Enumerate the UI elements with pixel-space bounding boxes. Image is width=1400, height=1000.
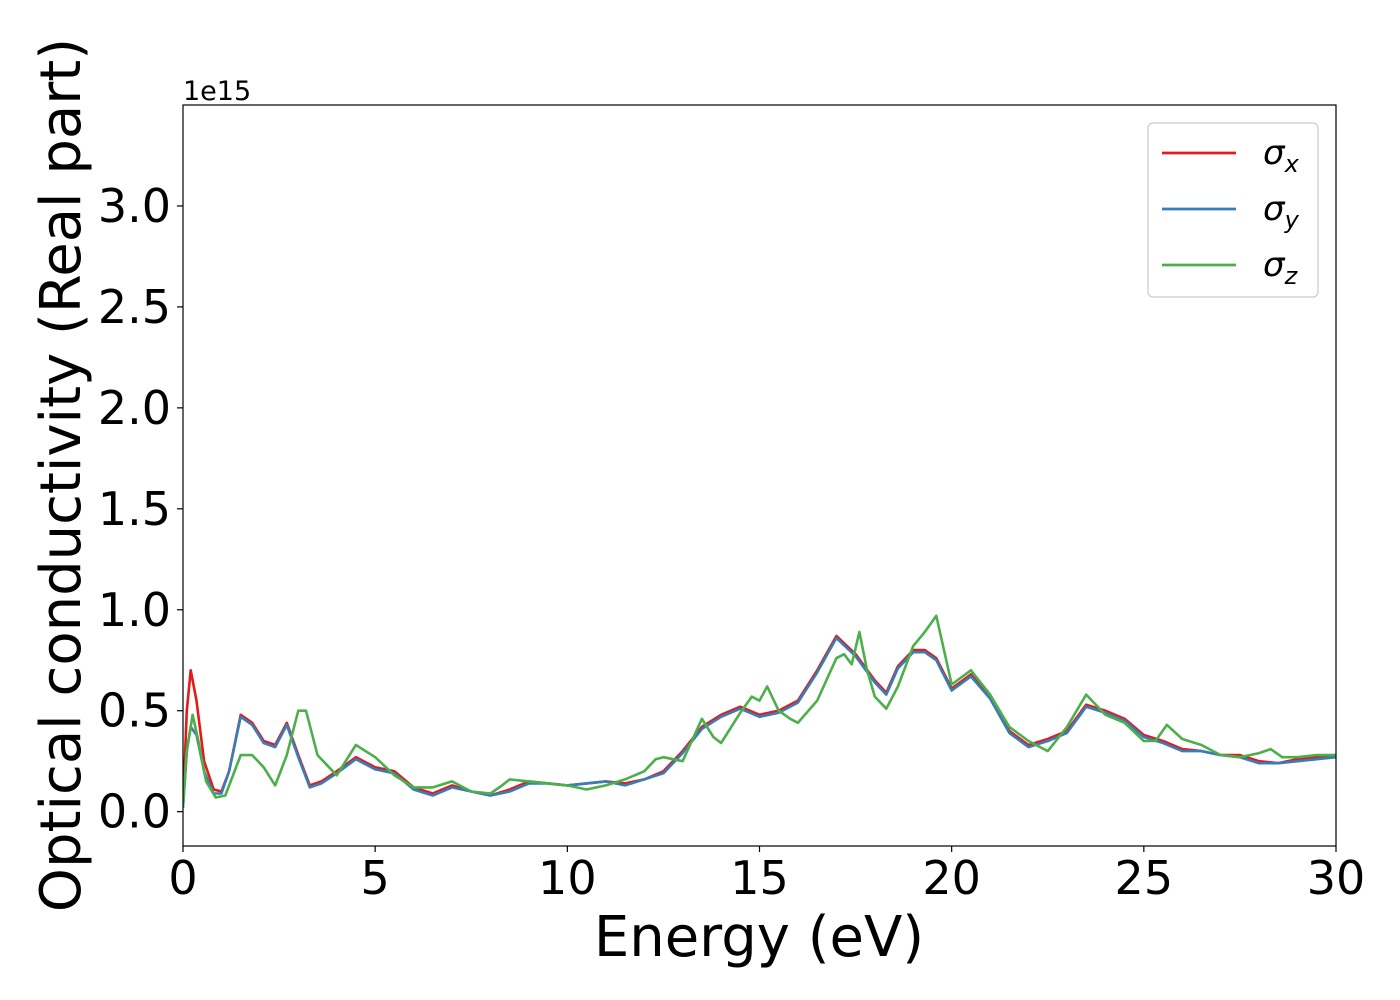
y-axis-title: Optical conductivity (Real part) bbox=[29, 38, 94, 912]
x-tick-label: 5 bbox=[361, 851, 390, 905]
series-line-x bbox=[183, 634, 1336, 808]
y-tick-label: 2.0 bbox=[98, 381, 171, 435]
series-line-y bbox=[183, 636, 1336, 808]
x-axis-ticks: 0 5 10 15 20 25 30 bbox=[168, 846, 1365, 905]
x-axis-title: Energy (eV) bbox=[594, 905, 924, 970]
legend: σx σy σz bbox=[1147, 122, 1319, 298]
legend-label-x: σx bbox=[1263, 133, 1300, 178]
y-tick-label: 2.5 bbox=[98, 280, 171, 334]
x-tick-label: 25 bbox=[1115, 851, 1174, 905]
x-tick-label: 0 bbox=[168, 851, 197, 905]
legend-label-z: σz bbox=[1263, 245, 1299, 290]
x-tick-label: 10 bbox=[538, 851, 597, 905]
y-offset-text: 1e15 bbox=[183, 76, 251, 107]
series-line-z bbox=[183, 614, 1336, 808]
legend-label-y: σy bbox=[1263, 189, 1300, 234]
y-axis-ticks: 0.0 0.5 1.0 1.5 2.0 2.5 3.0 bbox=[98, 179, 183, 839]
x-tick-label: 30 bbox=[1307, 851, 1366, 905]
y-tick-label: 1.0 bbox=[98, 583, 171, 637]
y-tick-label: 0.5 bbox=[98, 684, 171, 738]
y-tick-label: 3.0 bbox=[98, 179, 171, 233]
x-tick-label: 20 bbox=[922, 851, 981, 905]
y-tick-label: 1.5 bbox=[98, 482, 171, 536]
series-layer bbox=[183, 614, 1336, 808]
x-tick-label: 15 bbox=[730, 851, 789, 905]
y-tick-label: 0.0 bbox=[98, 785, 171, 839]
